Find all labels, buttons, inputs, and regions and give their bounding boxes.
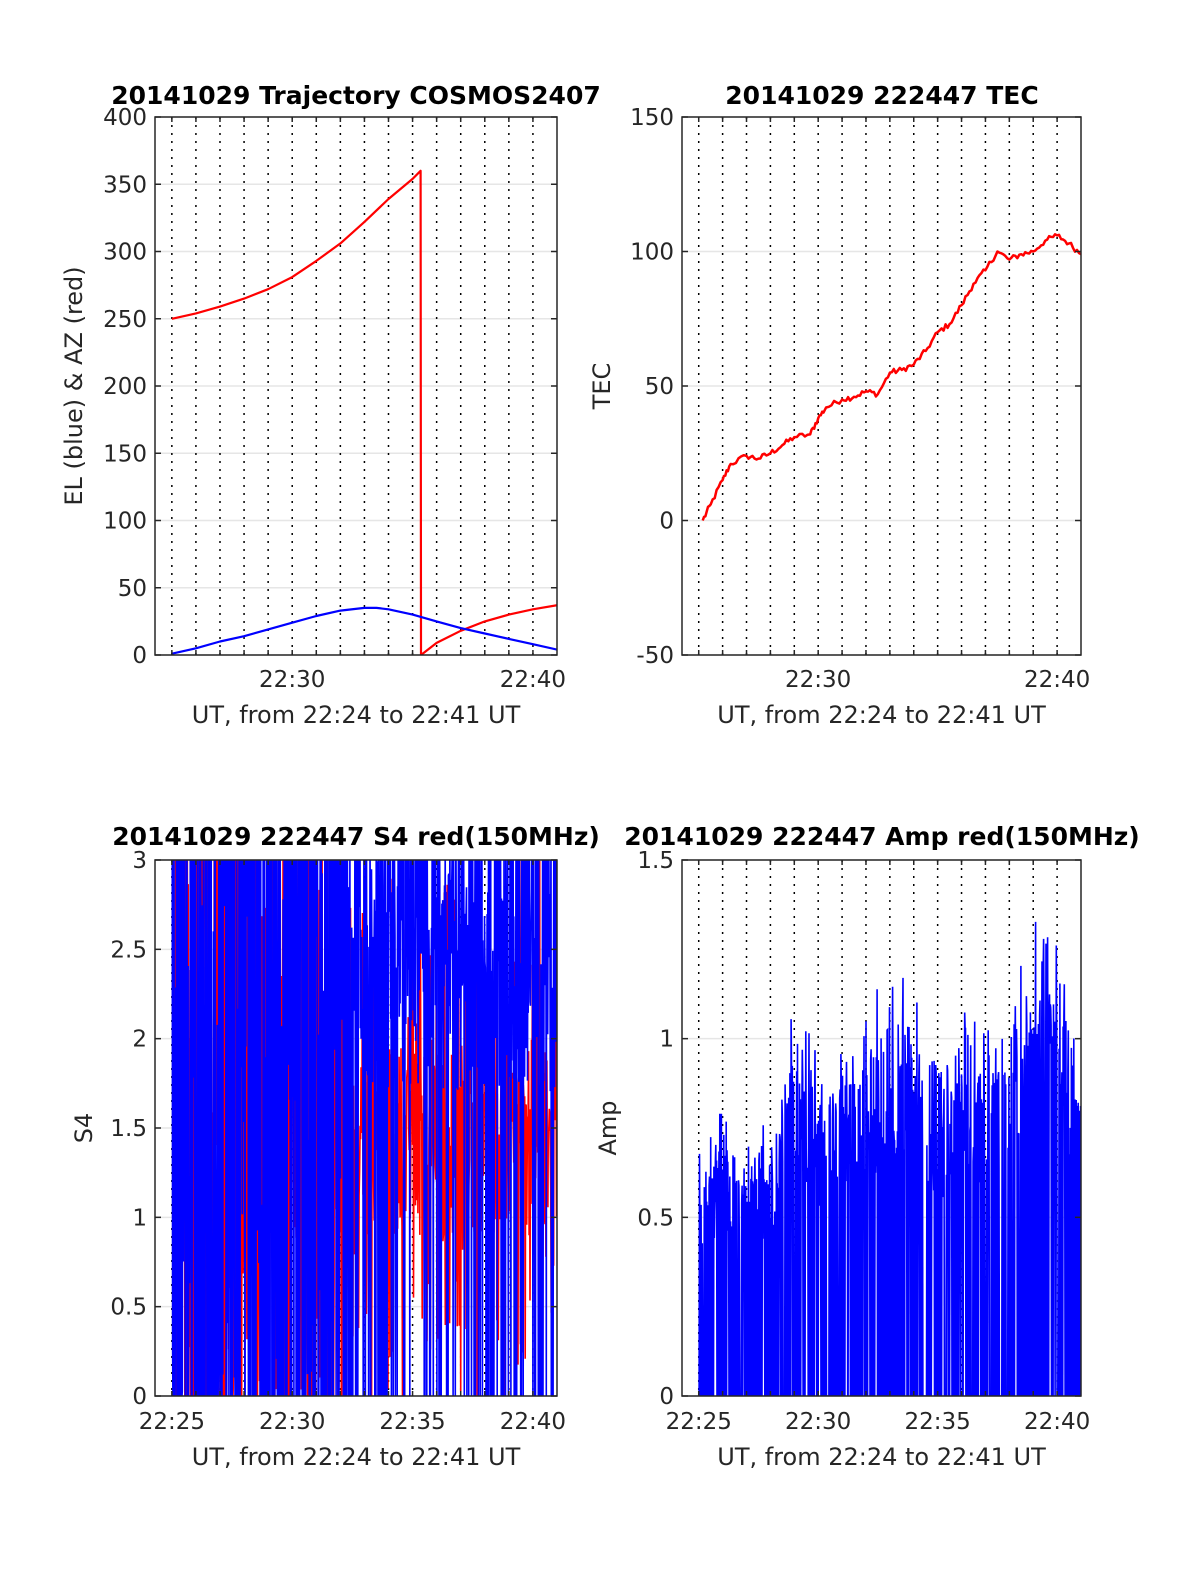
- x-tick-label: 22:40: [500, 667, 566, 693]
- series-line-2: [171, 606, 557, 655]
- series-line-1: [698, 921, 1081, 1396]
- x-tick-label: 22:30: [785, 667, 851, 693]
- y-tick-label: 1.5: [637, 848, 674, 874]
- y-axis-label: Amp: [594, 1100, 622, 1155]
- y-tick-label: 100: [630, 240, 674, 266]
- y-tick-label: 250: [103, 307, 147, 333]
- axes-box: [681, 859, 1082, 1397]
- chart-panel-4: 0 0.5 1 1.5 22:25 22:30 22:35 22:40 UT, from 22:…: [594, 822, 1140, 1471]
- x-tick-label: 22:35: [379, 1409, 445, 1435]
- y-tick-label: 3: [132, 848, 147, 874]
- y-tick-label: 150: [630, 105, 674, 131]
- y-tick-label: 200: [103, 374, 147, 400]
- data-layer: [171, 169, 557, 655]
- series-line-1: [701, 233, 1081, 521]
- data-layer: [698, 921, 1081, 1396]
- y-tick-label: 350: [103, 172, 147, 198]
- y-tick-label: 2.5: [110, 937, 147, 963]
- x-tick-label: 22:30: [785, 1409, 851, 1435]
- y-tick-label: 0: [132, 643, 147, 669]
- y-tick-label: 0: [659, 1384, 674, 1410]
- y-tick-label: 1.5: [110, 1116, 147, 1142]
- chart-title: 20141029 Trajectory COSMOS2407: [111, 81, 601, 110]
- series-line-2: [171, 860, 557, 1396]
- chart-title: 20141029 222447 TEC: [725, 81, 1038, 110]
- y-tick-label: 400: [103, 105, 147, 131]
- data-layer: [171, 860, 557, 1396]
- y-tick-label: 300: [103, 240, 147, 266]
- data-layer: [701, 233, 1081, 521]
- chart-panel-2: -50 0 50 100 150 22:30 22:40 UT, from 22:24 to …: [588, 81, 1090, 729]
- y-tick-label: 50: [645, 374, 674, 400]
- y-tick-label: 2: [132, 1027, 147, 1053]
- y-tick-label: 150: [103, 441, 147, 467]
- series-line-1: [171, 169, 557, 655]
- y-axis-label: TEC: [588, 363, 616, 411]
- y-tick-label: -50: [636, 643, 674, 669]
- y-tick-label: 0: [132, 1384, 147, 1410]
- x-axis-label: UT, from 22:24 to 22:41 UT: [717, 1443, 1046, 1471]
- x-tick-label: 22:40: [1024, 667, 1090, 693]
- x-tick-label: 22:30: [259, 667, 325, 693]
- y-tick-label: 0.5: [110, 1295, 147, 1321]
- chart-panel-3: 0 0.5 1 1.5 2 2.5 3 22:25 22:30 22:35 22:40 UT, fro…: [70, 822, 600, 1471]
- y-tick-label: 0: [659, 509, 674, 535]
- y-tick-label: 100: [103, 509, 147, 535]
- y-tick-label: 50: [118, 576, 147, 602]
- x-tick-label: 22:35: [904, 1409, 970, 1435]
- y-tick-label: 0.5: [637, 1205, 674, 1231]
- x-axis-label: UT, from 22:24 to 22:41 UT: [192, 1443, 521, 1471]
- x-tick-label: 22:40: [500, 1409, 566, 1435]
- y-tick-label: 1: [659, 1027, 674, 1053]
- x-tick-label: 22:25: [139, 1409, 205, 1435]
- chart-title: 20141029 222447 Amp red(150MHz): [624, 822, 1140, 851]
- x-tick-label: 22:40: [1024, 1409, 1090, 1435]
- x-axis-label: UT, from 22:24 to 22:41 UT: [717, 701, 1046, 729]
- chart-panel-1: 0 50 100 150 200 250 300 350 400 22:30 22:40 UT, fr…: [60, 81, 601, 729]
- x-tick-label: 22:25: [666, 1409, 732, 1435]
- x-tick-label: 22:30: [259, 1409, 325, 1435]
- x-axis-label: UT, from 22:24 to 22:41 UT: [192, 701, 521, 729]
- y-axis-label: S4: [70, 1113, 98, 1144]
- y-axis-label: EL (blue) & AZ (red): [60, 266, 88, 505]
- chart-title: 20141029 222447 S4 red(150MHz): [112, 822, 600, 851]
- y-tick-label: 1: [132, 1205, 147, 1231]
